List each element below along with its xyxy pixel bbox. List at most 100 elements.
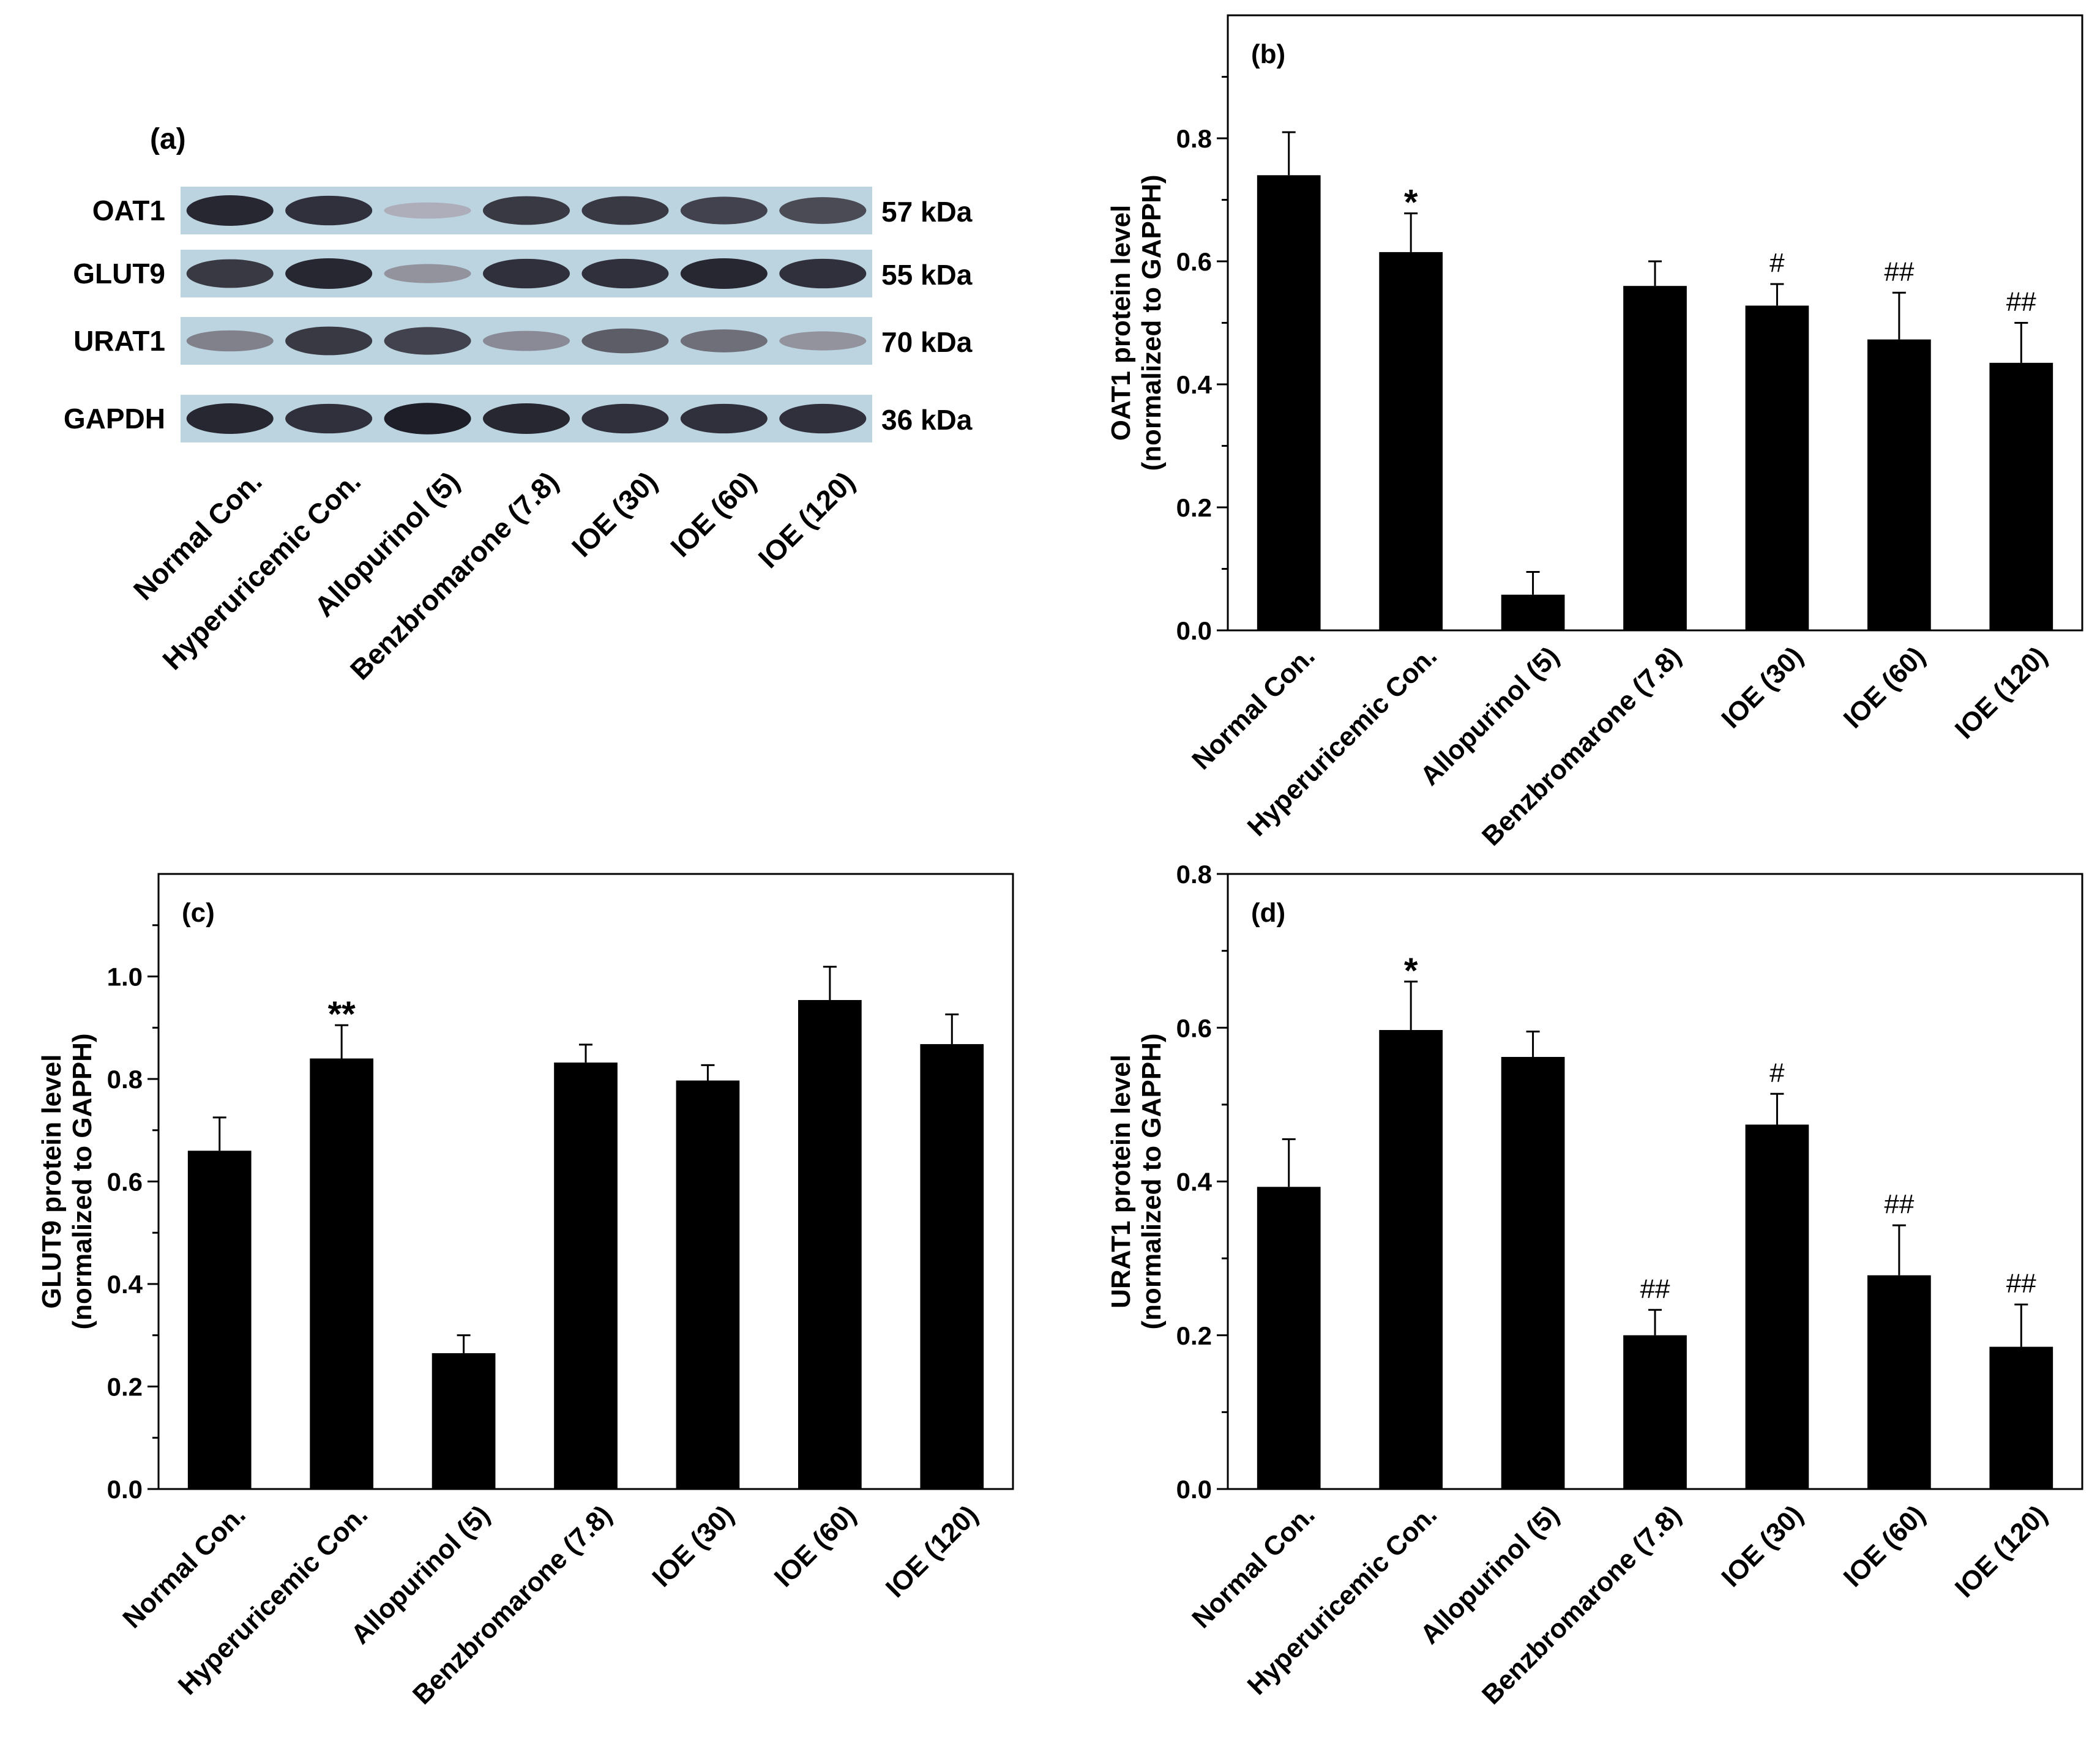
bar [1623, 286, 1687, 630]
bar [1501, 1056, 1565, 1489]
bar [1989, 362, 2053, 630]
x-tick-label: Normal Con. [1186, 1499, 1321, 1634]
bar [1257, 1187, 1321, 1489]
y-tick-label: 0.0 [107, 1475, 143, 1504]
y-axis-subtitle: (normalized to GAPPH) [1137, 1033, 1167, 1329]
blot-band [186, 403, 274, 434]
blot-band [285, 258, 373, 289]
bar [1501, 594, 1565, 630]
x-tick-label: IOE (60) [769, 1499, 862, 1592]
y-tick-label: 0.2 [1176, 493, 1212, 522]
panel-label: (b) [1251, 39, 1285, 69]
panel-a-label: (a) [150, 123, 186, 155]
bar [1867, 1275, 1931, 1489]
x-tick-label: IOE (30) [646, 1499, 739, 1592]
significance-marker: ## [1884, 256, 1914, 286]
blot-band [384, 202, 471, 219]
blot-band [285, 326, 373, 356]
blot-band [482, 258, 570, 289]
blot-protein-label: URAT1 [73, 325, 165, 357]
bar [1745, 1124, 1809, 1489]
significance-marker: # [1769, 1058, 1785, 1088]
x-tick-label: IOE (120) [1949, 641, 2053, 745]
x-tick-label: IOE (120) [880, 1499, 984, 1603]
blot-band [779, 258, 867, 289]
significance-marker: * [1404, 951, 1418, 991]
blot-band [285, 403, 373, 434]
significance-marker: * [1404, 183, 1418, 223]
y-axis-title: GLUT9 protein level [37, 1054, 67, 1309]
panel-label: (c) [182, 898, 215, 928]
bar [1257, 175, 1321, 630]
significance-marker: # [1769, 248, 1785, 278]
blot-band [482, 403, 570, 434]
x-tick-label: IOE (30) [1716, 1499, 1809, 1592]
blot-size-label: 36 kDa [881, 404, 973, 436]
x-tick-label: IOE (60) [1838, 641, 1931, 734]
x-tick-label: Benzbromarone (7.8) [1476, 1499, 1687, 1710]
urat1-bar-chart: Normal Con.*Hyperuricemic Con.Allopurino… [1106, 860, 2083, 1711]
blot-band [384, 264, 471, 283]
blot-lane-label: IOE (60) [664, 465, 762, 563]
y-axis-title: URAT1 protein level [1106, 1054, 1136, 1308]
y-tick-label: 0.8 [1176, 860, 1212, 889]
blot-band [680, 329, 768, 353]
blot-band [285, 195, 373, 226]
blot-band [384, 403, 471, 435]
blot-lane-label: IOE (120) [752, 465, 861, 574]
y-tick-label: 0.4 [1176, 370, 1213, 399]
blot-band [680, 258, 768, 289]
significance-marker: ## [1640, 1274, 1670, 1304]
bar [676, 1080, 740, 1489]
blot-band [779, 403, 867, 434]
x-tick-label: Benzbromarone (7.8) [407, 1499, 618, 1710]
significance-marker: ** [328, 995, 356, 1034]
blot-size-label: 57 kDa [881, 196, 973, 228]
y-axis-title: OAT1 protein level [1106, 205, 1136, 441]
x-tick-label: Benzbromarone (7.8) [1476, 641, 1687, 851]
y-axis-subtitle: (normalized to GAPPH) [1137, 174, 1167, 471]
bar [1745, 305, 1809, 630]
significance-marker: ## [2006, 287, 2036, 317]
y-tick-label: 1.0 [107, 963, 143, 991]
bar [554, 1062, 618, 1489]
significance-marker: ## [1884, 1189, 1914, 1219]
blot-protein-label: GLUT9 [73, 258, 165, 289]
blot-protein-label: GAPDH [64, 403, 165, 435]
x-tick-label: Normal Con. [117, 1499, 252, 1634]
y-tick-label: 0.6 [1176, 247, 1212, 276]
blot-band [581, 403, 669, 434]
x-tick-label: IOE (120) [1949, 1499, 2053, 1603]
x-tick-label: Normal Con. [1186, 641, 1321, 775]
glut9-bar-chart: Normal Con.**Hyperuricemic Con.Allopurin… [37, 873, 1014, 1711]
blot-band [779, 197, 867, 224]
y-tick-label: 0.8 [107, 1065, 143, 1094]
blot-band [680, 196, 768, 225]
blot-band [482, 330, 570, 351]
western-blot-panel: (a) OAT1 57 kDa GLUT9 55 kDa URAT1 70 kDa GAPD… [64, 123, 973, 686]
y-tick-label: 0.6 [1176, 1013, 1212, 1042]
blot-band [581, 328, 669, 354]
bar [1989, 1346, 2053, 1489]
y-tick-label: 0.2 [1176, 1321, 1212, 1350]
bar [1379, 1030, 1443, 1489]
bar [1623, 1335, 1687, 1489]
blot-size-label: 55 kDa [881, 259, 973, 291]
blot-size-label: 70 kDa [881, 326, 973, 358]
y-tick-label: 0.4 [1176, 1168, 1213, 1196]
y-tick-label: 0.6 [107, 1168, 143, 1196]
y-tick-label: 0.8 [1176, 124, 1212, 153]
blot-band [186, 259, 274, 288]
blot-protein-label: OAT1 [92, 195, 165, 226]
bar [798, 1000, 862, 1489]
blot-band [680, 403, 768, 434]
significance-marker: ## [2006, 1269, 2036, 1299]
bar [432, 1353, 496, 1489]
y-tick-label: 0.0 [1176, 616, 1212, 645]
panel-label: (d) [1251, 898, 1285, 928]
x-tick-label: IOE (30) [1716, 641, 1809, 734]
blot-lane-label: Hyperuricemic Con. [156, 465, 367, 676]
blot-lane-label: IOE (30) [566, 465, 663, 563]
bar [1867, 339, 1931, 630]
